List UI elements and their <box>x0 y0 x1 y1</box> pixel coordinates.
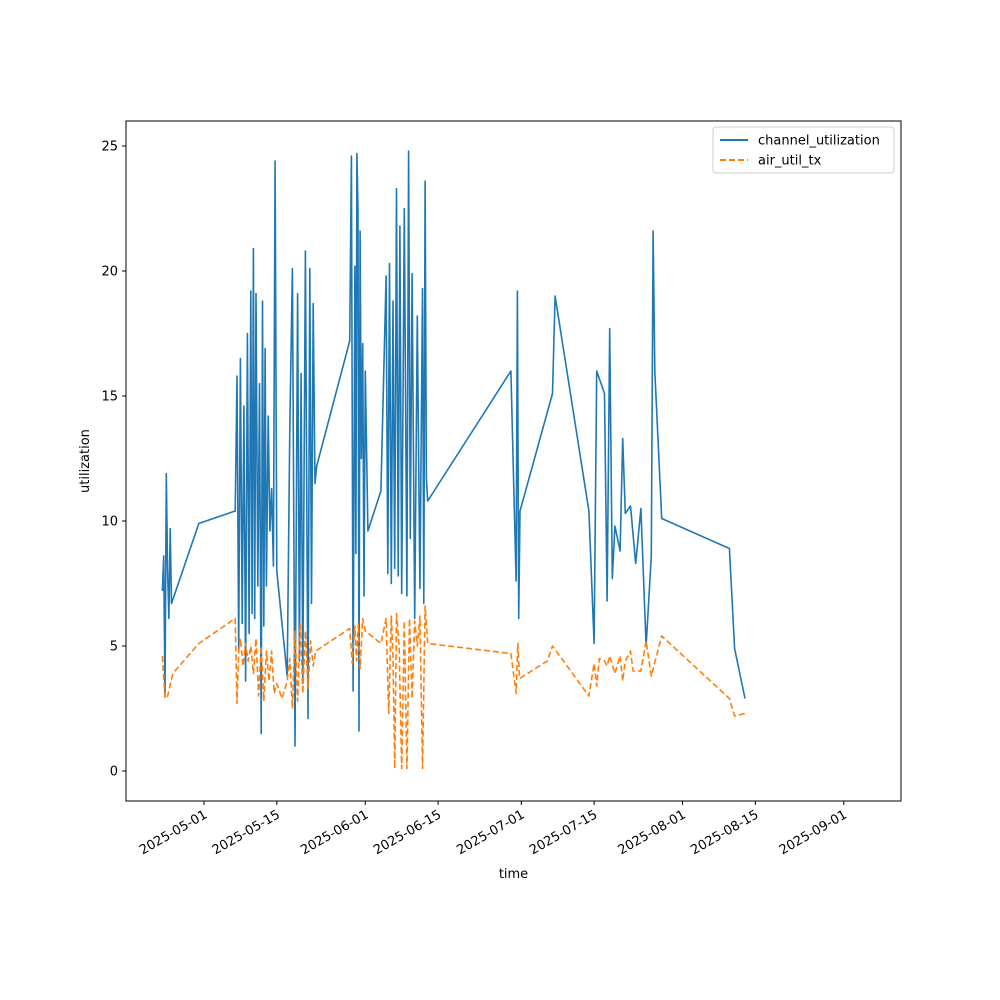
legend: channel_utilization air_util_tx <box>712 126 895 174</box>
y-tick-label: 20 <box>101 265 118 280</box>
legend-label-air-util-tx: air_util_tx <box>758 154 822 169</box>
y-tick-label: 0 <box>110 765 118 780</box>
legend-label-channel-utilization: channel_utilization <box>758 134 880 149</box>
series-layer <box>161 150 746 770</box>
y-tick-label: 25 <box>101 140 118 155</box>
series-line-air-util-tx <box>161 605 746 770</box>
series-line-channel-utilization <box>161 150 746 747</box>
axes-frame <box>125 120 902 802</box>
y-tick-label: 5 <box>110 640 118 655</box>
legend-box <box>712 126 895 174</box>
y-tick-label: 15 <box>101 390 118 405</box>
y-axis-label: utilization <box>78 429 93 493</box>
y-axis-ticks: 0 5 10 15 20 25 <box>101 140 126 780</box>
y-tick-label: 10 <box>101 515 118 530</box>
x-axis-label: time <box>499 867 528 882</box>
